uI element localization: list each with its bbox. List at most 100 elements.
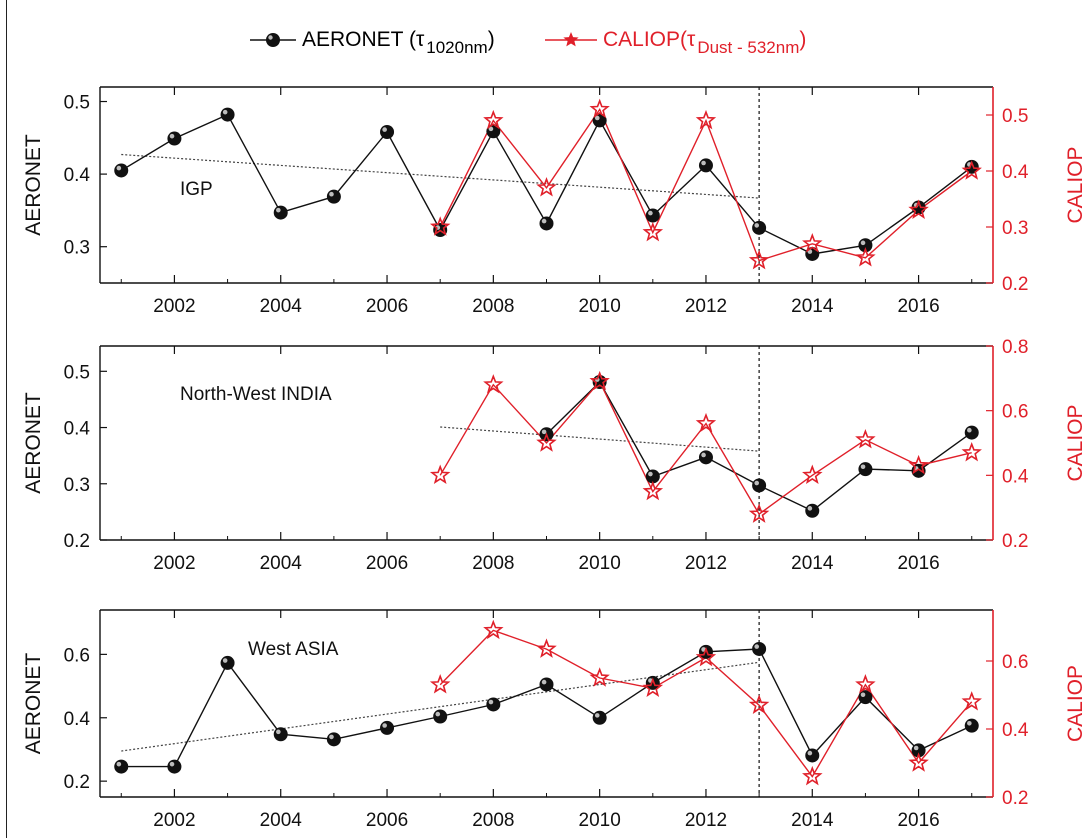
aeronet-point-highlight — [541, 218, 547, 224]
aeronet-point-highlight — [860, 240, 866, 246]
trend-line — [440, 426, 760, 452]
caliop-point — [642, 677, 664, 697]
chart-panel-3: 2002 2004 2006 2008 2010 2012 2014 2016 0.2 0.4 0.… — [22, 609, 1087, 831]
y2-tick-label: 0.2 — [1002, 274, 1028, 295]
caliop-series-line — [439, 107, 973, 262]
x-tick-label: 2002 — [153, 810, 195, 831]
aeronet-point — [220, 107, 235, 122]
caliop-point — [855, 429, 876, 449]
aeronet-point-highlight — [382, 723, 387, 728]
legend-caliop-label: CALIOP(τ — [603, 28, 696, 51]
y2-tick-label: 0.5 — [1002, 106, 1028, 127]
aeronet-point-highlight — [648, 210, 653, 216]
caliop-point — [855, 247, 876, 267]
aeronet-point-body — [539, 677, 554, 692]
y2-tick-label: 0.3 — [1002, 218, 1028, 239]
aeronet-point-body — [752, 220, 767, 235]
aeronet-point — [380, 125, 395, 140]
y2-tick-label: 0.4 — [1002, 466, 1029, 487]
aeronet-point-body — [486, 697, 501, 712]
y-axis-label: AERONET — [22, 392, 45, 494]
caliop-point — [536, 177, 557, 197]
chart-panel-2: 2002 2004 2006 2008 2010 2012 2014 2016 0.2 0.3 0.… — [22, 337, 1087, 574]
caliop-point — [589, 667, 610, 687]
caliop-point — [802, 765, 823, 786]
aeronet-point-highlight — [807, 750, 813, 756]
aeronet-point — [273, 727, 288, 742]
y-tick-label: 0.6 — [64, 645, 90, 666]
aeronet-point-body — [167, 759, 182, 774]
aeronet-point-highlight — [116, 165, 122, 171]
legend-aeronet-sub: 1020nm — [426, 38, 488, 57]
x-tick-label: 2012 — [685, 810, 727, 831]
aeronet-point — [114, 163, 129, 178]
x-tick-label: 2014 — [791, 553, 834, 574]
aeronet-point-highlight — [754, 480, 760, 486]
aeronet-point-highlight — [276, 207, 281, 213]
caliop-point — [908, 752, 929, 772]
caliop-point — [429, 216, 451, 236]
y-axis-label: AERONET — [22, 653, 45, 755]
aeronet-point-highlight — [754, 223, 760, 228]
aeronet-series-line — [120, 113, 973, 255]
aeronet-point-highlight — [594, 713, 600, 718]
aeronet-point — [858, 462, 873, 477]
aeronet-point — [752, 478, 767, 493]
x-tick-label: 2004 — [260, 296, 303, 317]
legend-aeronet-close: ) — [487, 28, 495, 51]
caliop-point — [695, 412, 717, 433]
aeronet-point-highlight — [329, 191, 334, 197]
y-tick-label: 0.5 — [64, 362, 90, 383]
aeronet-point-highlight — [541, 429, 547, 435]
legend-item-aeronet: AERONET (τ 1020nm ) — [250, 20, 495, 60]
y-tick-label: 0.2 — [64, 531, 90, 552]
caliop-point — [961, 441, 982, 462]
aeronet-point — [805, 503, 820, 518]
caliop-point — [802, 464, 823, 485]
x-tick-label: 2008 — [472, 553, 514, 574]
aeronet-point — [964, 159, 979, 174]
aeronet-point-highlight — [169, 133, 175, 139]
aeronet-point — [698, 158, 713, 173]
aeronet-point-highlight — [276, 729, 281, 735]
aeronet-point-body — [326, 189, 341, 204]
aeronet-point — [486, 124, 501, 139]
aeronet-point-highlight — [222, 658, 228, 663]
panel-region-label: North-West INDIA — [180, 384, 332, 405]
aeronet-point-body — [326, 732, 341, 747]
aeronet-point-body — [964, 425, 979, 440]
y-tick-label: 0.5 — [64, 93, 90, 114]
aeronet-point-body — [273, 727, 288, 742]
aeronet-point-highlight — [913, 745, 919, 751]
aeronet-point — [645, 469, 660, 484]
aeronet-point-body — [592, 710, 607, 725]
x-tick-label: 2002 — [153, 553, 195, 574]
x-tick-label: 2014 — [791, 296, 834, 317]
aeronet-point — [805, 748, 820, 763]
aeronet-point-highlight — [329, 734, 334, 740]
caliop-point — [695, 646, 717, 667]
aeronet-point-body — [858, 462, 873, 477]
chart-panel-1: 2002 2004 2006 2008 2010 2012 2014 2016 0.3 0.4 0.… — [22, 86, 1087, 317]
caliop-point — [429, 674, 451, 694]
caliop-point — [429, 464, 451, 485]
aeronet-point — [964, 718, 979, 733]
aeronet-point-highlight — [594, 115, 600, 121]
caliop-point — [695, 109, 717, 130]
x-tick-label: 2016 — [897, 553, 939, 574]
x-tick-label: 2006 — [366, 296, 408, 317]
aeronet-point — [592, 710, 607, 725]
aeronet-point — [433, 709, 448, 724]
aeronet-point — [220, 655, 235, 670]
x-tick-label: 2012 — [685, 296, 727, 317]
aeronet-point-highlight — [701, 160, 706, 166]
aeronet-point-body — [645, 208, 660, 223]
caliop-point — [748, 249, 770, 270]
y-axis-label: AERONET — [22, 134, 45, 236]
panel-region-label: IGP — [180, 179, 213, 200]
caliop-point — [961, 160, 982, 180]
aeronet-point-body — [433, 709, 448, 724]
aeronet-point-highlight — [967, 427, 972, 433]
x-tick-label: 2004 — [260, 810, 303, 831]
